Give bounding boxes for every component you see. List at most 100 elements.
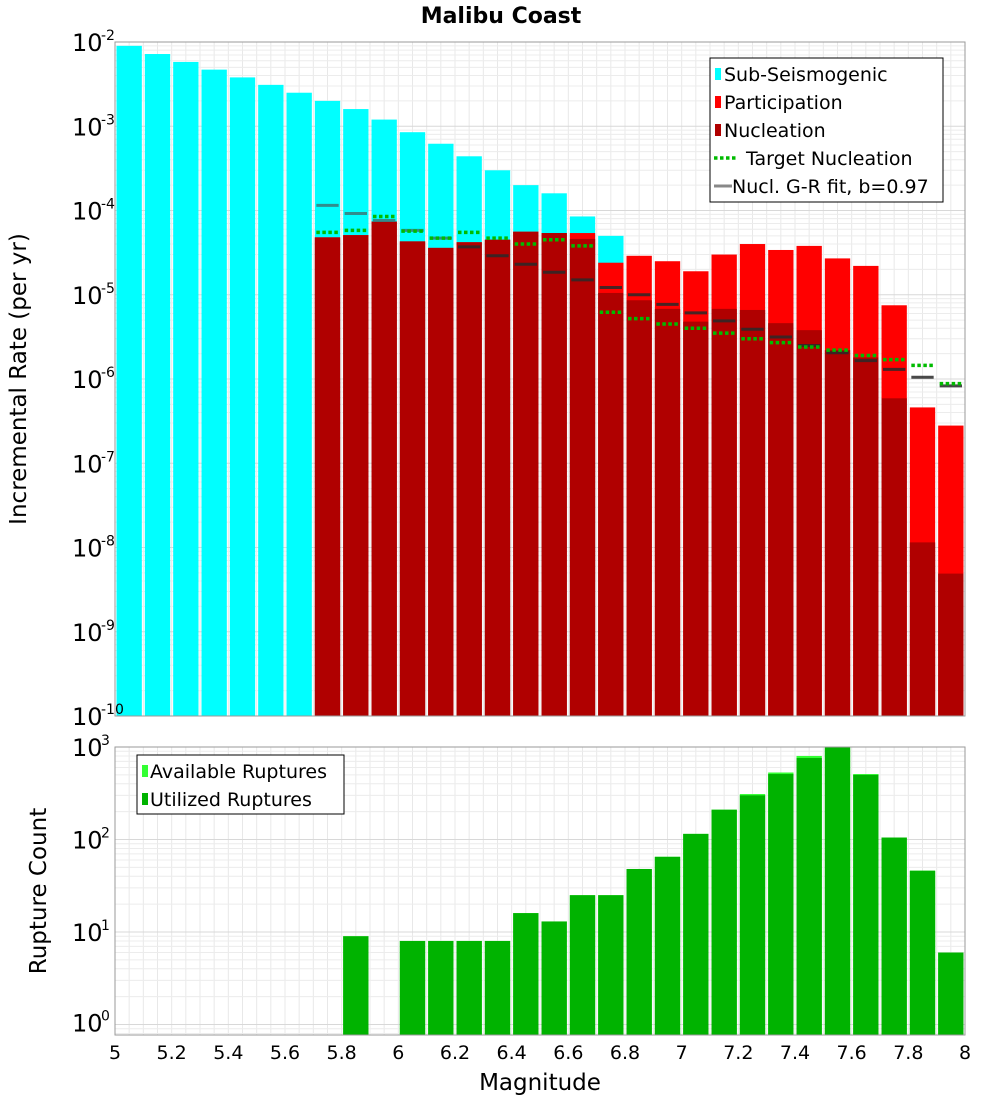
utilized-ruptures-bar [456,940,482,1035]
utilized-ruptures-bar [881,837,907,1035]
utilized-ruptures-bar [399,940,426,1035]
utilized-ruptures-bar [796,758,822,1035]
y-tick-label: 10 [72,198,103,226]
y-tick-exponent: -10 [101,702,124,718]
utilized-ruptures-bar [569,895,596,1035]
sub-seismogenic-bar [229,77,256,717]
utilized-ruptures-bar [626,868,652,1035]
y-tick-exponent: -6 [101,365,115,381]
y-tick-exponent: -2 [101,28,115,44]
nucleation-bar [796,330,822,716]
nucleation-bar [513,231,539,717]
x-tick-label: 7.6 [837,1042,867,1064]
nucleation-bar [881,398,907,716]
x-tick-label: 6.4 [497,1042,527,1064]
utilized-ruptures-bar [768,774,794,1035]
sub-seismogenic-bar [116,45,142,717]
y-tick-label: 10 [72,282,103,310]
nucleation-bar [456,242,482,716]
utilized-ruptures-bar [853,774,879,1035]
nucleation-bar [371,221,397,717]
nucleation-bar [938,573,964,716]
x-tick-label: 6.6 [553,1042,583,1064]
rate-legend-box [709,57,944,203]
nucleation-bar [399,241,426,716]
utilized-ruptures-bar [683,833,709,1035]
x-tick-label: 5.6 [270,1042,300,1064]
y-tick-label: 10 [72,29,103,57]
nucleation-bar [541,233,567,716]
sub-seismogenic-bar [286,92,312,716]
x-tick-label: 6 [392,1042,404,1064]
y-tick-exponent: 2 [101,826,110,842]
x-tick-label: 5.2 [157,1042,187,1064]
nucl-g-r-fit-b-0-97-legend-label: Nucl. G-R fit, b=0.97 [732,176,929,198]
sub-seismogenic-bar [201,69,227,717]
x-tick-label: 7.8 [893,1042,923,1064]
utilized-ruptures-bar [938,952,964,1035]
y-tick-exponent: -7 [101,449,115,465]
y-tick-exponent: -5 [101,281,115,297]
utilized-ruptures-bar [739,795,766,1035]
count-plot-frame [114,746,966,1036]
y-tick-exponent: 0 [101,1009,110,1025]
count-legend: Available Ruptures Utilized Ruptures [136,754,345,815]
x-tick-label: 6.8 [610,1042,640,1064]
y-tick-exponent: 1 [101,918,110,934]
y-tick-exponent: -3 [101,112,115,128]
target-nucleation-legend-label: Target Nucleation [745,148,913,170]
x-tick-label: 5.8 [327,1042,357,1064]
rate-lines [316,203,962,388]
rate-grid [114,41,966,717]
y-tick-label: 10 [72,734,103,762]
utilized-ruptures-bar [541,921,567,1035]
x-tick-label: 7 [676,1042,688,1064]
y-tick-label: 10 [72,919,103,947]
x-tick-label: 5 [109,1042,121,1064]
y-tick-label: 10 [72,827,103,855]
utilized-ruptures-bar [824,747,851,1035]
nucleation-bar [569,238,596,716]
nucleation-bar [909,542,936,716]
sub-seismogenic-legend-label: Sub-Seismogenic [724,64,888,86]
nucleation-bar [484,239,511,716]
utilized-ruptures-bar [428,940,454,1035]
x-tick-label: 7.4 [780,1042,810,1064]
rate-bars [116,45,964,717]
y-tick-label: 10 [72,450,103,478]
nucleation-bar [768,323,794,716]
rate-y-axis-label: Incremental Rate (per yr) [6,233,32,525]
y-tick-label: 10 [72,366,103,394]
y-tick-exponent: -9 [101,618,115,634]
utilized-ruptures-bar [909,870,936,1035]
nucleation-bar [853,357,879,716]
x-axis-label: Magnitude [479,1070,601,1096]
y-tick-label: 10 [72,535,103,563]
nucleation-bar [428,247,454,716]
nucleation-bar [683,321,709,716]
nucleation-legend-swatch [715,124,721,136]
utilized-ruptures-legend-swatch [142,793,148,805]
participation-legend-label: Participation [724,92,843,114]
count-y-axis-label: Rupture Count [26,808,52,974]
rate-legend: Sub-Seismogenic Participation Nucleation Ta… [709,57,944,203]
y-tick-exponent: 3 [101,733,110,749]
nucleation-bar [598,292,624,716]
y-tick-label: 10 [72,1010,103,1038]
y-tick-label: 10 [72,703,103,731]
count-legend-box [136,754,345,815]
x-tick-label: 6.2 [440,1042,470,1064]
available-ruptures-legend-label: Available Ruptures [150,761,327,783]
utilized-ruptures-bar [654,856,681,1035]
rate-plot-frame [114,41,966,717]
utilized-ruptures-bar [513,913,539,1035]
sub-seismogenic-bar [173,61,199,716]
count-bars [343,747,964,1035]
y-tick-exponent: -8 [101,534,115,550]
count-x-ticks: 5 5.2 5.4 5.6 5.8 6 6.2 6.4 6.6 6.8 7 7.2 7.4 7.6 7.8 8 [109,1042,971,1064]
nucleation-bar [739,309,766,716]
